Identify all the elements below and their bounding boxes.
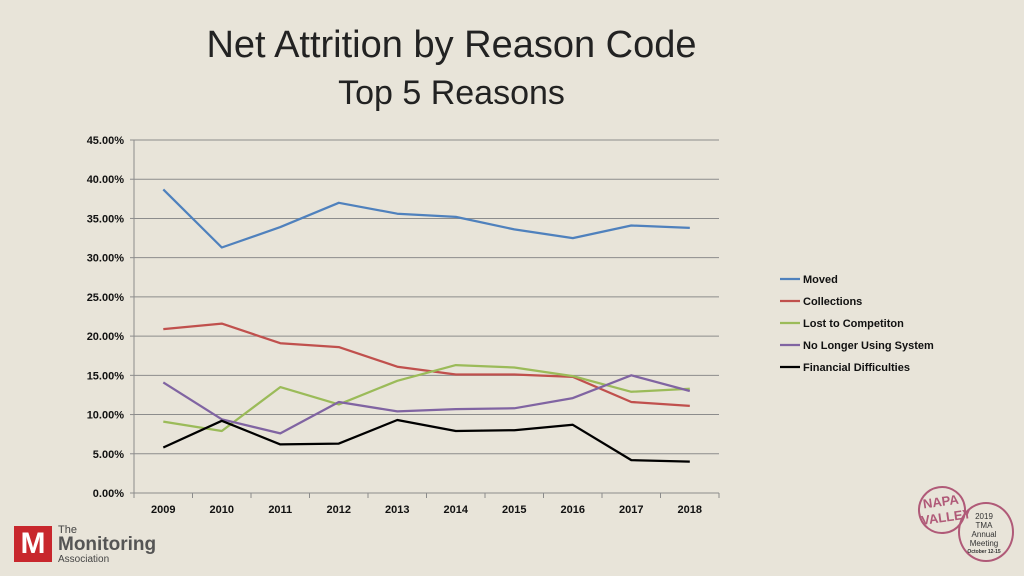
x-tick-label: 2013 [385, 504, 409, 516]
y-tick-label: 10.00% [87, 410, 125, 422]
x-tick-label: 2015 [502, 504, 526, 516]
x-tick-label: 2009 [151, 504, 175, 516]
badge-line2: Meeting [969, 539, 999, 548]
chart-subtitle: Top 5 Reasons [338, 74, 565, 112]
badge-date: October 12-15 [967, 549, 1001, 555]
tma-logo-monitoring: Monitoring [58, 534, 157, 555]
y-tick-label: 25.00% [87, 292, 125, 304]
y-tick-label: 45.00% [87, 135, 125, 147]
series-line-collections [163, 322, 690, 408]
legend-label: Lost to Competiton [803, 318, 904, 330]
y-tick-label: 30.00% [87, 253, 125, 265]
x-tick-label: 2016 [561, 504, 585, 516]
legend: Moved Collections Lost to Competiton No Lon… [780, 274, 934, 374]
tma-logo-association: Association [58, 554, 110, 565]
badge-text: 2019 TMA Annual Meeting October 12-15 [962, 512, 1006, 557]
x-tick-label: 2014 [444, 504, 469, 516]
badge-ring [958, 502, 1014, 562]
y-tick-label: 5.00% [93, 449, 124, 461]
y-tick-label: 40.00% [87, 174, 125, 186]
x-tick-label: 2011 [268, 504, 292, 516]
badge-line1: Annual [971, 530, 997, 539]
tma-logo-mark: M [14, 526, 52, 562]
legend-label: Financial Difficulties [803, 362, 910, 374]
x-tick-label: 2017 [619, 504, 643, 516]
legend-label: Collections [803, 296, 862, 308]
axes: 0.00% 5.00% 10.00% 15.00% 20.00% 25.00% 30.00%… [87, 135, 720, 516]
series-line-no-longer-using-system [162, 374, 691, 435]
y-tick-label: 35.00% [87, 213, 125, 225]
annual-meeting-badge: NAPA VALLEY 2019 TMA Annual Meeting Octo… [914, 482, 1014, 566]
badge-year: 2019 [975, 512, 993, 521]
series-line-lost-to-competiton [163, 363, 690, 433]
series-line-financial-difficulties [162, 418, 690, 463]
y-tick-label: 20.00% [87, 331, 125, 343]
gridlines [134, 139, 719, 455]
x-tick-label: 2012 [327, 504, 351, 516]
tma-logo-the: The [58, 524, 77, 536]
series-line-moved [162, 188, 690, 249]
badge-org: TMA [975, 521, 993, 530]
series-lines [162, 188, 691, 463]
chart-title: Net Attrition by Reason Code [206, 24, 697, 66]
y-tick-label: 0.00% [93, 488, 124, 500]
legend-label: Moved [803, 274, 838, 286]
x-tick-label: 2010 [210, 504, 234, 516]
tma-logo: M The Monitoring Association [14, 524, 164, 566]
legend-label: No Longer Using System [803, 340, 934, 352]
y-tick-label: 15.00% [87, 370, 125, 382]
x-tick-label: 2018 [678, 504, 702, 516]
